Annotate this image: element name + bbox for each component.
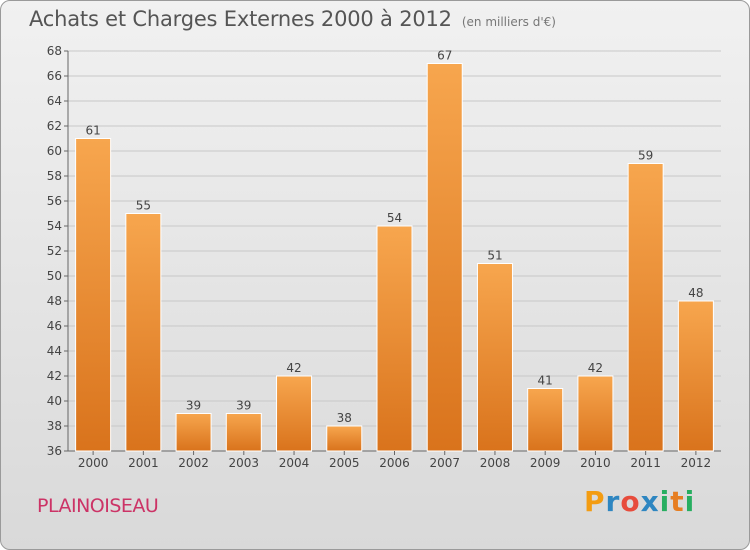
bar-value-label: 59	[638, 149, 653, 163]
x-tick-label: 2010	[580, 456, 611, 470]
bar-2008[interactable]	[476, 263, 513, 452]
bar-2012[interactable]	[677, 300, 714, 452]
chart-title-text: Achats et Charges Externes 2000 à 2012	[29, 7, 452, 31]
logo-letter: x	[640, 485, 660, 518]
y-tick-label: 64	[47, 94, 62, 108]
y-tick-labels: 36 38 40 42 44 46 48 50 52 54 56 58 60 62 64 66 68	[47, 44, 62, 458]
bar-value-label: 41	[538, 374, 553, 388]
y-tick-label: 46	[47, 319, 62, 333]
bar-2006[interactable]	[376, 225, 413, 452]
data-labels: 61 55 39 39 42 38 54 67 51 41 42 59 48	[85, 49, 703, 426]
bar-2007[interactable]	[426, 63, 463, 452]
bar-2003[interactable]	[225, 413, 262, 452]
bar-value-label: 67	[437, 49, 452, 63]
x-tick-label: 2005	[329, 456, 360, 470]
x-tick-label: 2006	[379, 456, 410, 470]
bar-value-label: 39	[186, 399, 201, 413]
x-tick-label: 2008	[480, 456, 511, 470]
commune-name: PLAINOISEAU	[37, 495, 159, 517]
chart-unit: (en milliers d'€)	[461, 15, 556, 29]
x-tick-label: 2002	[178, 456, 209, 470]
bar-value-label: 39	[236, 399, 251, 413]
y-tick-label: 48	[47, 294, 62, 308]
bar-value-label: 38	[337, 411, 352, 425]
bar-value-label: 54	[387, 211, 402, 225]
bar-2009[interactable]	[527, 388, 564, 452]
logo-letter: o	[620, 485, 641, 518]
x-tick-label: 2000	[78, 456, 109, 470]
y-tick-label: 40	[47, 394, 62, 408]
bar-value-label: 48	[688, 286, 703, 300]
bar-2004[interactable]	[276, 375, 313, 452]
bar-value-label: 55	[136, 199, 151, 213]
y-tick-label: 56	[47, 194, 62, 208]
bar-value-label: 42	[286, 361, 301, 375]
logo-letter: i	[659, 485, 671, 518]
chart-title: Achats et Charges Externes 2000 à 2012 (e…	[29, 7, 556, 31]
x-tick-label: 2009	[530, 456, 561, 470]
bar-2010[interactable]	[577, 375, 614, 452]
x-tick-label: 2007	[429, 456, 460, 470]
x-tick-label: 2012	[681, 456, 712, 470]
x-tick-labels: 2000 2001 2002 2003 2004 2005 2006 2007 2008 2009…	[78, 451, 711, 470]
logo-letter: t	[670, 485, 685, 518]
y-tick-label: 60	[47, 144, 62, 158]
logo-letter: P	[584, 485, 606, 518]
bar-value-label: 61	[85, 124, 100, 138]
x-tick-label: 2004	[279, 456, 310, 470]
y-tick-label: 68	[47, 44, 62, 58]
bar-2002[interactable]	[175, 413, 212, 452]
y-tick-label: 44	[47, 344, 62, 358]
bar-2000[interactable]	[75, 138, 112, 452]
x-tick-label: 2011	[630, 456, 661, 470]
y-tick-label: 52	[47, 244, 62, 258]
bar-2011[interactable]	[627, 163, 664, 452]
logo-letter: r	[605, 485, 621, 518]
y-tick-label: 38	[47, 419, 62, 433]
x-tick-label: 2001	[128, 456, 159, 470]
y-tick-label: 66	[47, 69, 62, 83]
bars	[75, 63, 714, 452]
x-tick-label: 2003	[229, 456, 260, 470]
logo-letter: i	[684, 485, 696, 518]
y-tick-label: 62	[47, 119, 62, 133]
bar-value-label: 42	[588, 361, 603, 375]
y-tick-label: 50	[47, 269, 62, 283]
y-tick-label: 36	[47, 444, 62, 458]
proxiti-logo[interactable]: Proxiti	[584, 485, 695, 518]
bar-2001[interactable]	[125, 213, 162, 452]
y-tick-label: 58	[47, 169, 62, 183]
bar-value-label: 51	[487, 249, 502, 263]
bar-2005[interactable]	[326, 425, 363, 452]
y-tick-label: 54	[47, 219, 62, 233]
y-tick-label: 42	[47, 369, 62, 383]
